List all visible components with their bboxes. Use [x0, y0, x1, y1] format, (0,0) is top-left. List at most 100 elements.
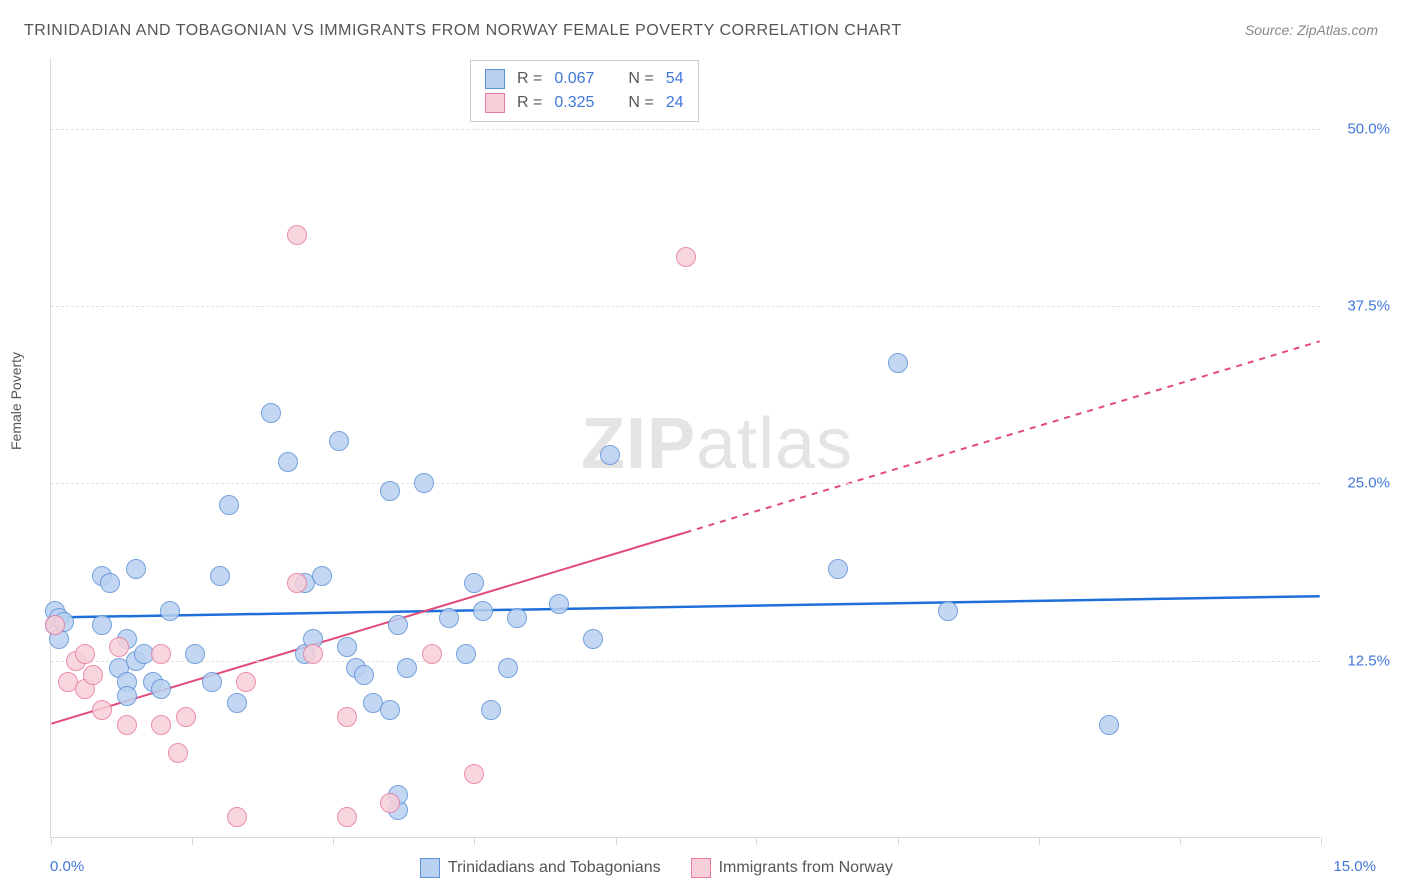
plot-area: ZIPatlas 12.5%25.0%37.5%50.0% [50, 58, 1320, 838]
data-point [202, 672, 222, 692]
data-point [456, 644, 476, 664]
data-point [151, 679, 171, 699]
legend-label: Trinidadians and Tobagonians [448, 859, 661, 877]
data-point [176, 707, 196, 727]
data-point [83, 665, 103, 685]
trend-lines [51, 58, 1320, 837]
gridline [51, 661, 1320, 662]
legend-swatch [691, 858, 711, 878]
x-tick [51, 837, 52, 845]
data-point [464, 764, 484, 784]
data-point [287, 225, 307, 245]
data-point [583, 629, 603, 649]
data-point [287, 573, 307, 593]
data-point [549, 594, 569, 614]
legend-item: Immigrants from Norway [691, 858, 893, 878]
data-point [888, 353, 908, 373]
gridline [51, 306, 1320, 307]
data-point [600, 445, 620, 465]
data-point [278, 452, 298, 472]
legend-n-value: 24 [666, 94, 684, 112]
data-point [75, 644, 95, 664]
data-point [354, 665, 374, 685]
y-tick-label: 37.5% [1330, 298, 1390, 315]
data-point [380, 793, 400, 813]
watermark: ZIPatlas [581, 403, 853, 485]
legend-stats-row: R = 0.325 N = 24 [485, 91, 684, 115]
legend-n-label: N = [628, 94, 653, 112]
data-point [92, 700, 112, 720]
data-point [439, 608, 459, 628]
data-point [210, 566, 230, 586]
data-point [337, 707, 357, 727]
x-tick [1039, 837, 1040, 845]
data-point [126, 559, 146, 579]
data-point [92, 615, 112, 635]
x-tick [333, 837, 334, 845]
legend-swatch [485, 69, 505, 89]
data-point [388, 615, 408, 635]
data-point [676, 247, 696, 267]
watermark-bold: ZIP [581, 404, 696, 484]
data-point [337, 807, 357, 827]
data-point [397, 658, 417, 678]
data-point [236, 672, 256, 692]
data-point [185, 644, 205, 664]
gridline [51, 129, 1320, 130]
y-tick-label: 50.0% [1330, 120, 1390, 137]
data-point [312, 566, 332, 586]
data-point [109, 637, 129, 657]
data-point [227, 693, 247, 713]
data-point [160, 601, 180, 621]
data-point [380, 700, 400, 720]
data-point [1099, 715, 1119, 735]
y-axis-label: Female Poverty [8, 352, 24, 450]
legend-r-value: 0.067 [554, 70, 594, 88]
data-point [168, 743, 188, 763]
legend-stats-row: R =0.067N =54 [485, 67, 684, 91]
data-point [117, 686, 137, 706]
x-tick [616, 837, 617, 845]
x-tick [898, 837, 899, 845]
x-tick [474, 837, 475, 845]
data-point [117, 715, 137, 735]
y-tick-label: 25.0% [1330, 475, 1390, 492]
legend-r-label: R = [517, 70, 542, 88]
data-point [337, 637, 357, 657]
data-point [464, 573, 484, 593]
legend-swatch [485, 93, 505, 113]
gridline [51, 483, 1320, 484]
data-point [303, 644, 323, 664]
data-point [828, 559, 848, 579]
x-tick [1180, 837, 1181, 845]
data-point [329, 431, 349, 451]
x-axis-min-label: 0.0% [50, 858, 84, 875]
data-point [45, 615, 65, 635]
x-tick [756, 837, 757, 845]
chart-title: TRINIDADIAN AND TOBAGONIAN VS IMMIGRANTS… [24, 22, 902, 40]
data-point [151, 644, 171, 664]
legend-stats-box: R =0.067N =54R =0.325N =24 [470, 60, 699, 122]
data-point [227, 807, 247, 827]
data-point [481, 700, 501, 720]
legend-n-label: N = [628, 70, 653, 88]
legend-label: Immigrants from Norway [719, 859, 893, 877]
legend-r-label: R = [517, 94, 542, 112]
x-axis-max-label: 15.0% [1333, 858, 1376, 875]
data-point [507, 608, 527, 628]
legend-bottom: Trinidadians and Tobagonians Immigrants f… [420, 858, 893, 878]
data-point [498, 658, 518, 678]
legend-r-value: 0.325 [554, 94, 594, 112]
data-point [100, 573, 120, 593]
data-point [219, 495, 239, 515]
y-tick-label: 12.5% [1330, 652, 1390, 669]
x-tick [192, 837, 193, 845]
data-point [261, 403, 281, 423]
data-point [422, 644, 442, 664]
watermark-rest: atlas [696, 404, 853, 484]
source-label: Source: ZipAtlas.com [1245, 22, 1378, 38]
data-point [151, 715, 171, 735]
x-tick [1321, 837, 1322, 845]
data-point [380, 481, 400, 501]
data-point [473, 601, 493, 621]
